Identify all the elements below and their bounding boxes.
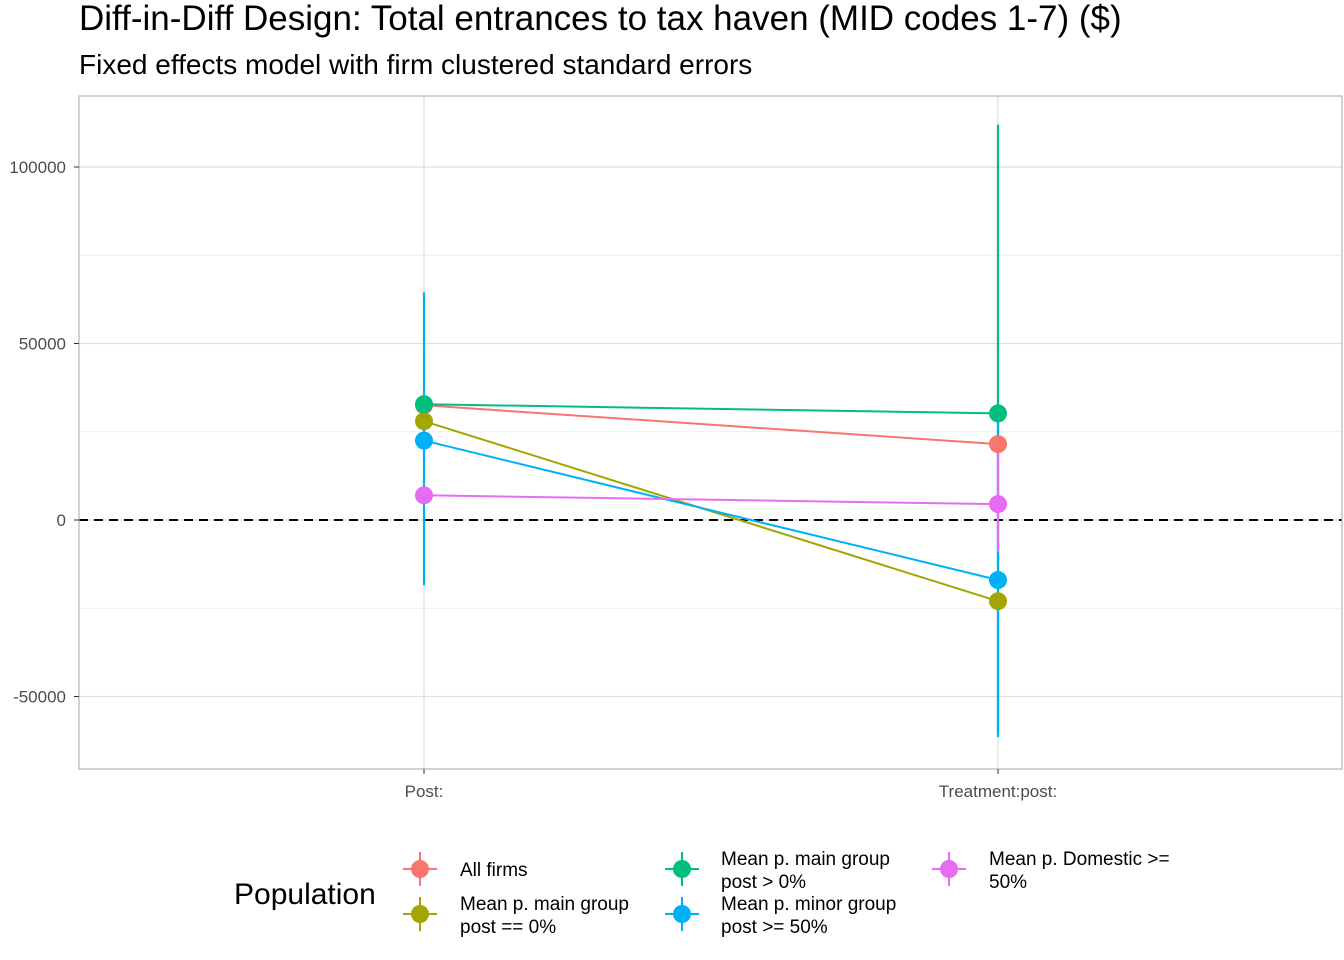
plot-panel-border	[78, 95, 1343, 770]
chart-subtitle: Fixed effects model with firm clustered …	[79, 49, 752, 80]
legend-label: Mean p. minor group	[721, 894, 896, 915]
data-points	[415, 395, 1007, 611]
data-point	[989, 404, 1007, 423]
legend-key-point	[673, 860, 691, 878]
series-line	[423, 403, 999, 415]
data-point	[989, 571, 1007, 590]
legend-label: Mean p. Domestic >=	[989, 849, 1170, 870]
legend-item: All firms	[403, 852, 528, 886]
legend-label: 50%	[989, 872, 1027, 893]
y-tick-label: 100000	[9, 158, 66, 177]
data-point	[989, 592, 1007, 611]
chart-title: Diff-in-Diff Design: Total entrances to …	[79, 0, 1122, 38]
y-axis: -50000 0 50000 100000	[9, 158, 79, 707]
error-bars	[422, 124, 1000, 738]
y-tick-label: 0	[57, 511, 66, 530]
legend-label: All firms	[460, 860, 528, 881]
legend-label: Mean p. main group	[460, 894, 629, 915]
data-point	[989, 435, 1007, 454]
data-point	[415, 412, 433, 431]
series-line	[423, 404, 999, 446]
data-point	[415, 431, 433, 450]
series-line	[423, 494, 999, 506]
legend-label: Mean p. main group	[721, 849, 890, 870]
legend-key-point	[940, 860, 958, 878]
series-line	[423, 439, 999, 581]
y-tick-label: 50000	[19, 335, 66, 354]
data-point	[989, 495, 1007, 514]
series-lines	[423, 403, 999, 603]
legend-label: post >= 50%	[721, 917, 828, 938]
y-tick-label: -50000	[13, 688, 66, 707]
data-point	[415, 395, 433, 414]
grid	[79, 96, 1342, 769]
legend-key-point	[411, 905, 429, 923]
x-tick-label: Post:	[405, 782, 444, 801]
x-tick-label: Treatment:post:	[939, 782, 1057, 801]
legend-key-point	[673, 905, 691, 923]
legend-label: post == 0%	[460, 917, 556, 938]
x-axis: Post: Treatment:post:	[405, 769, 1057, 801]
legend-title: Population	[234, 878, 376, 911]
legend-item: Mean p. Domestic >=50%	[932, 849, 1170, 893]
legend-label: post > 0%	[721, 872, 806, 893]
data-point	[415, 486, 433, 505]
legend-key-point	[411, 860, 429, 878]
